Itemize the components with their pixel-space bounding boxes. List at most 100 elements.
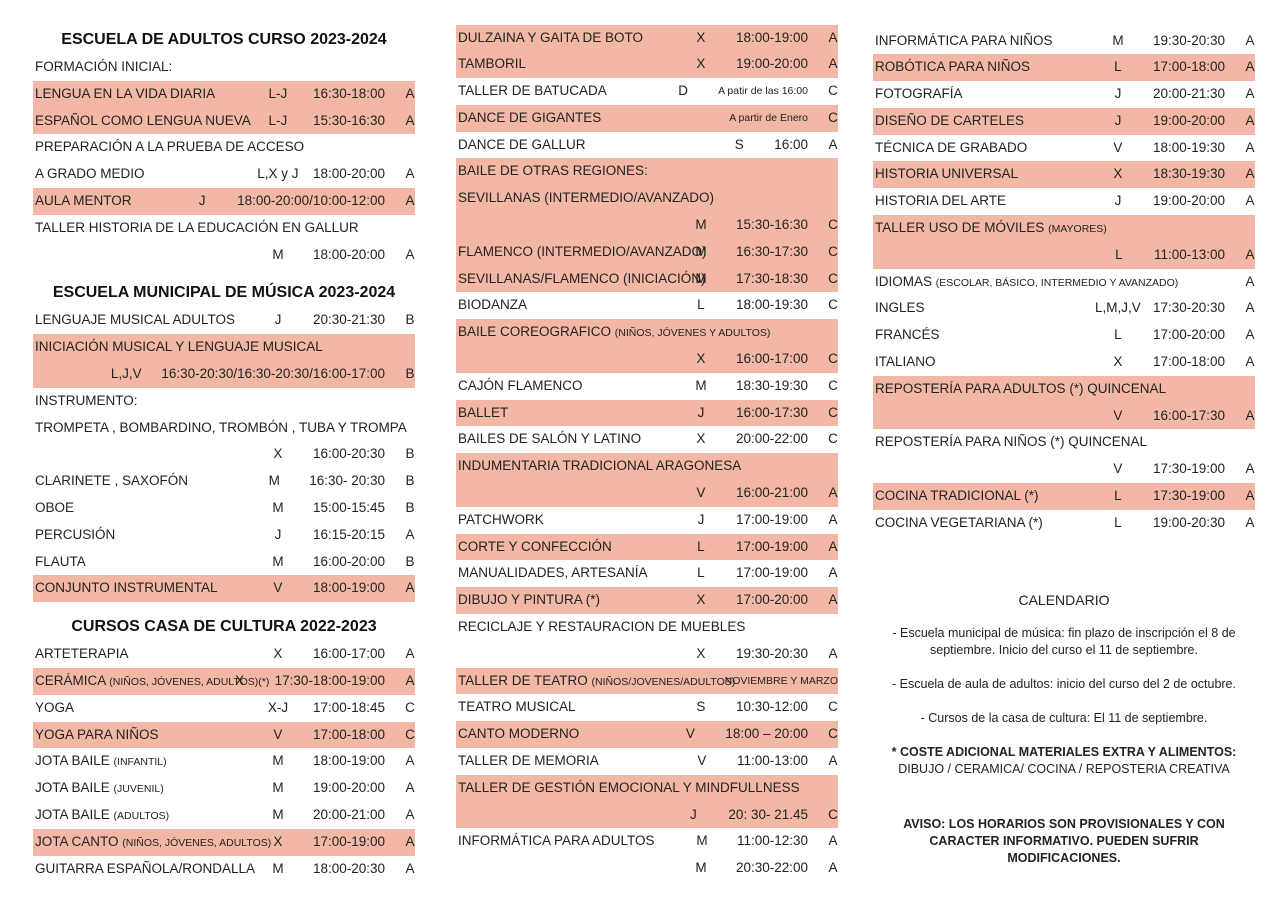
name-text: ESPAÑOL COMO LENGUA NUEVA [35,112,251,128]
course-row: SEVILLANAS/FLAMENCO (INICIACIÓN) M 17:30-1… [456,265,838,293]
name-note: (NIÑOS, JÓVENES, ADULTOS) [122,836,272,849]
day: L,J,V [110,365,142,381]
course-row: YOGA X-J 17:00-18:45 C [33,695,415,722]
time: 17:30-18:30 [735,270,808,286]
time: 16:00-20:30 [312,446,385,462]
column: DULZAINA Y GAITA DE BOTO X 18:00-19:00 A TAM… [456,24,838,883]
code: C [828,726,838,742]
calendar: CALENDARIO - Escuela municipal de música… [873,592,1255,884]
course-name: FLAMENCO (INTERMEDIO/AVANZADO) [458,239,707,266]
schedule: S 16:00 [714,132,808,159]
code: C [828,404,838,420]
course-row: HISTORIA UNIVERSAL X 18:30-19:30 A [873,161,1255,189]
schedule: D A patir de las 16:00 [658,78,808,105]
course-name: TÉCNICA DE GRABADO [875,135,1027,162]
course-row: ESPAÑOL COMO LENGUA NUEVA L-J 15:30-16:30 A [33,107,415,135]
time: 18:00-19:00 [312,580,385,596]
name-note: (NIÑOS, JÓVENES Y ADULTOS) [614,327,771,340]
day: M [695,860,707,876]
code: A [828,645,838,661]
day: M [696,833,708,849]
course-row: BAILE COREOGRAFICO (NIÑOS, JÓVENES Y ADU… [456,319,838,347]
name-text: TALLER DE GESTIÓN EMOCIONAL Y MINDFULLNE… [458,779,800,795]
course-row: DULZAINA Y GAITA DE BOTO X 18:00-19:00 A [456,24,838,52]
code: C [828,431,838,447]
code: A [405,192,415,208]
code: A [1245,246,1255,262]
time: 18:30-19:30 [735,377,808,393]
course-row: V 17:30-19:00 A [873,456,1255,483]
name-text: PERCUSIÓN [35,526,116,542]
name-text: INFORMÁTICA PARA NIÑOS [875,32,1053,48]
name-text: TALLER DE BATUCADA [458,83,607,99]
day: D [678,83,688,99]
day: V [1113,461,1123,477]
name-text: REPOSTERÍA PARA ADULTOS (*) QUINCENAL [875,380,1167,396]
day: X [696,56,706,72]
name-text: LENGUAJE MUSICAL ADULTOS [35,312,236,328]
time: 18:00-20:00/10:00-12:00 [237,192,385,208]
schedule: V 17:00-18:00 [253,722,385,749]
section-title: ESCUELA MUNICIPAL DE MÚSICA 2023-2024 [52,284,396,302]
code: A [405,246,415,262]
name-text: DULZAINA Y GAITA DE BOTO [458,29,644,45]
name-text: FLAUTA [35,553,86,569]
course-row: ARTETERAPIA X 16:00-17:00 A [33,641,415,668]
code: A [405,646,415,662]
name-text: BIODANZA [458,297,528,313]
course-name: HISTORIA UNIVERSAL [875,161,1018,188]
code: A [828,511,838,527]
code: A [1245,354,1255,370]
schedule: X 19:00-20:00 [676,51,808,78]
name-text: JOTA BAILE [35,753,110,769]
time: 20:30-22:00 [735,860,808,876]
name-text: JOTA BAILE [35,806,110,822]
name-note: (ADULTOS) [113,809,170,822]
course-row: TÉCNICA DE GRABADO V 18:00-19:30 A [873,135,1255,162]
time: 20:00-22:00 [735,431,808,447]
day: J [697,404,705,420]
course-row: YOGA PARA NIÑOS V 17:00-18:00 C [33,721,415,749]
code: C [828,109,838,125]
day: L [697,565,705,581]
schedule: X 17:00-19:00 [253,829,385,856]
time: 16:00-17:00 [735,351,808,367]
course-row: TALLER HISTORIA DE LA EDUCACIÓN EN GALLU… [33,215,415,242]
code: A [1245,86,1255,102]
code: A [1245,407,1255,423]
course-name: SEVILLANAS (INTERMEDIO/AVANZADO) [458,185,714,212]
code: A [1245,59,1255,75]
course-name: TALLER DE MEMORIA [458,748,599,775]
name-text: SEVILLANAS/FLAMENCO (INICIACIÓN) [458,270,706,286]
time: 19:00-20:30 [1152,514,1225,530]
course-row: TALLER DE BATUCADA D A patir de las 16:00 C [456,78,838,105]
course-row: TALLER USO DE MÓVILES (MAYORES) [873,215,1255,242]
schedule: L 17:00-20:00 [1093,322,1225,349]
name-note: (JUVENIL) [113,783,164,796]
code: A [405,580,415,596]
section: INFORMÁTICA PARA NIÑOS M 19:30-20:30 A ROBÓT… [873,28,1255,537]
code: A [828,485,838,501]
day: X [696,431,706,447]
course-name: PERCUSIÓN [35,522,115,549]
name-text: TROMPETA , BOMBARDINO, TROMBÓN , TUBA Y … [35,419,407,435]
day: M [272,499,284,515]
schedule: X 18:30-19:30 [1093,161,1225,188]
name-text: COCINA TRADICIONAL (*) [875,488,1039,504]
time: 17:30-19:00 [1152,488,1225,504]
day: M [272,806,284,822]
code: C [828,297,838,313]
course-row: FRANCÉS L 17:00-20:00 A [873,322,1255,349]
course-row: BAILE DE OTRAS REGIONES: [456,158,838,186]
schedule: M 20:00-21:00 [253,802,385,829]
time: 17:00-19:00 [735,538,808,554]
schedule: V 17:30-19:00 [1093,456,1225,483]
course-row: BIODANZA L 18:00-19:30 C [456,292,838,319]
section: DULZAINA Y GAITA DE BOTO X 18:00-19:00 A TAM… [456,24,838,883]
time: 16:00-17:30 [1152,407,1225,423]
time: 17:00-18:00 [1152,354,1225,370]
course-row: FLAUTA M 16:00-20:00 B [33,549,415,576]
name-note: (INFANTIL) [113,756,167,769]
name-text: CERÁMICA [35,672,106,688]
